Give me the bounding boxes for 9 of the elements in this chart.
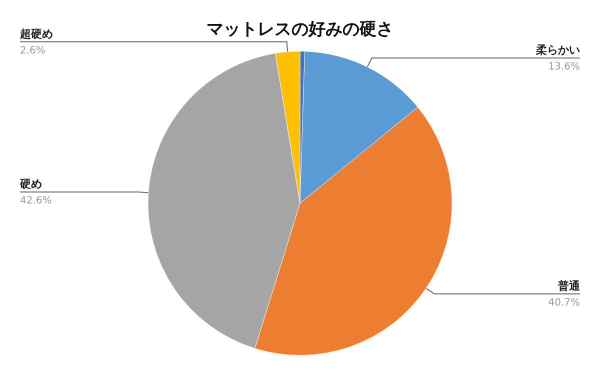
slice-label: 硬め [19,178,42,191]
data-label: 40.7% [548,297,580,308]
slice-label: 普通 [557,279,581,292]
chart-title: マットレスの好みの硬さ [206,20,394,40]
slice-label: 超硬め [19,27,53,40]
data-label: 42.6% [20,196,52,207]
data-label: 13.6% [548,61,580,72]
slice-label: 柔らかい [535,43,580,56]
data-label: 2.6% [20,45,46,56]
